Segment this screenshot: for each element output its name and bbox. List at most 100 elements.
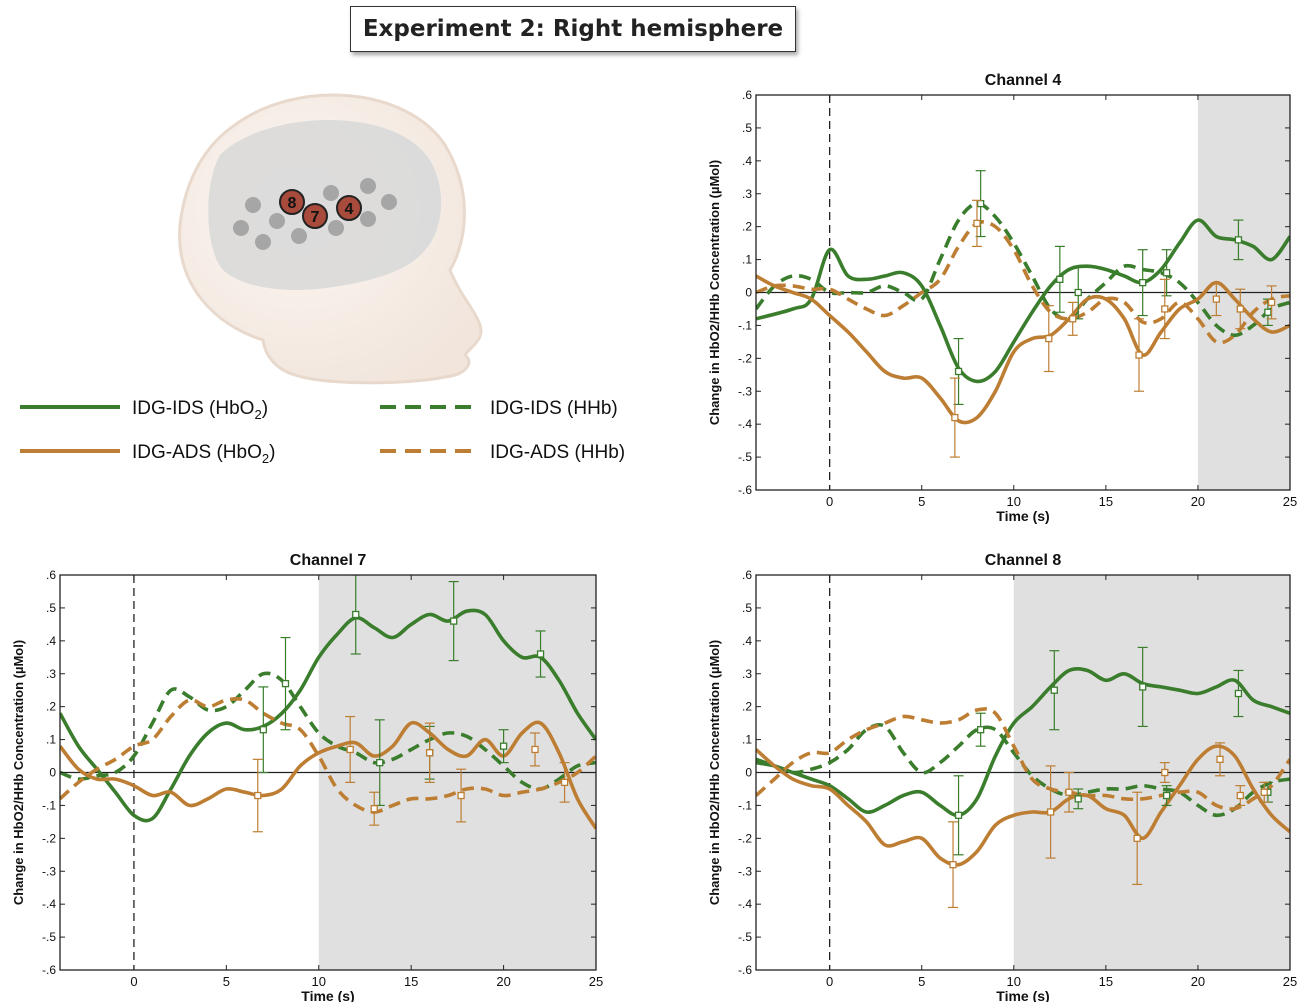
error-bar [1073,788,1084,810]
x-tick-label: 0 [130,974,137,989]
error-bar [1132,791,1143,886]
y-tick-label: .1 [742,733,752,747]
y-tick-label: -.4 [42,897,56,911]
data-point [352,610,360,619]
error-bar [948,821,959,909]
legend-item: IDG-IDS (HHb) [380,398,618,419]
chart-channel-4: .6 .5 .4 .3 .2 .1 0 -.1 -.2 -.3 -.4 -.5 -.6 0 5 10 15 20 2… [707,72,1297,524]
data-point [1133,834,1141,842]
error-bar [1259,781,1270,803]
data-point [954,811,963,819]
series-line [60,671,596,791]
x-tick-label: 0 [826,974,833,989]
y-tick-label: -.3 [738,864,752,878]
data-point [1161,768,1169,777]
x-tick-label: 20 [496,974,510,989]
data-point [457,791,465,800]
y-axis-label: Change in HbO2/HHb Concentration (µMol) [707,640,722,905]
channel-4-marker [336,195,362,221]
error-bar [424,722,435,783]
y-tick-label: -.1 [42,798,56,812]
data-point [1065,788,1073,796]
data-point [973,219,981,228]
y-tick-label: -.6 [738,963,752,977]
data-point [1162,791,1171,800]
x-tick-label: 5 [918,974,925,989]
channel-8-label: 8 [288,195,297,212]
data-point [1161,305,1169,313]
y-tick-label: .2 [46,700,56,714]
y-tick-label: -.4 [738,417,752,431]
data-point [254,791,262,800]
y-tick-label: -.2 [42,831,56,845]
y-tick-label: .4 [742,634,752,648]
data-point [1212,295,1220,303]
legend-label: IDG-ADS (HHb) [490,442,625,463]
error-bar [530,732,541,767]
series-line [60,608,596,823]
error-bar [252,758,263,833]
error-bar [975,712,986,747]
error-bar [369,791,380,826]
y-tick-label: .5 [742,121,752,135]
data-point [1074,795,1082,803]
error-bar [1137,646,1148,728]
error-bar [1067,301,1078,336]
x-tick-label: 5 [918,494,925,509]
x-tick-label: 20 [1191,494,1205,509]
data-point [1236,305,1244,313]
y-tick-label: -.3 [738,384,752,398]
series-line [756,218,1290,384]
y-tick-label: .2 [742,700,752,714]
y-tick-label: -.5 [42,930,56,944]
chart-channel-7: .6 .5 .4 .3 .2 .1 0 -.1 -.2 -.3 -.4 -.5 -.6 0 5 10 15 20 2… [11,552,603,1002]
y-tick-label: 0 [745,766,752,780]
head-panel [208,120,442,290]
error-bar [350,575,361,655]
y-axis-label: Change in HbO2/HHb Concentration (µMol) [11,640,26,905]
data-point [1045,334,1053,343]
channel-8-marker [279,189,305,215]
error-bar [1134,318,1145,392]
y-tick-label: -.3 [42,864,56,878]
data-point [370,805,378,813]
data-point [951,413,959,422]
y-tick-label: .6 [742,88,752,102]
data-point [376,758,384,767]
error-bar [1215,742,1226,777]
data-point [976,199,985,208]
x-tick-label: 10 [1007,974,1021,989]
data-point [346,745,354,754]
data-point [499,742,508,750]
data-point [1046,808,1055,816]
y-tick-label: -.5 [738,930,752,944]
error-bar [1073,265,1084,320]
legend-item: IDG-IDS (HbO2) [20,398,268,422]
error-bar [1161,785,1172,807]
x-axis-label: Time (s) [996,508,1049,524]
legend-item: IDG-ADS (HHb) [380,442,625,463]
error-bar [1235,785,1246,807]
error-bar [1266,285,1277,320]
x-tick-label: 15 [1099,974,1113,989]
series-line [756,707,1290,811]
x-tick-label: 15 [1099,494,1113,509]
y-tick-label: .1 [742,253,752,267]
series-line [756,220,1290,345]
data-point [1260,788,1268,796]
channel-4-label: 4 [345,201,354,218]
data-point [954,367,963,376]
y-tick-label: .3 [46,667,56,681]
data-point [536,650,545,658]
data-point [1162,269,1171,277]
data-point [1264,308,1272,316]
figure-title: Experiment 2: Right hemisphere [350,6,796,52]
error-bar [1137,249,1148,317]
x-tick-label: 20 [1191,974,1205,989]
data-point [976,726,985,734]
data-point [426,749,434,757]
y-tick-label: -.6 [42,963,56,977]
error-bar [1159,278,1170,340]
x-axis-label: Time (s) [301,988,354,1002]
error-bar [374,719,385,807]
